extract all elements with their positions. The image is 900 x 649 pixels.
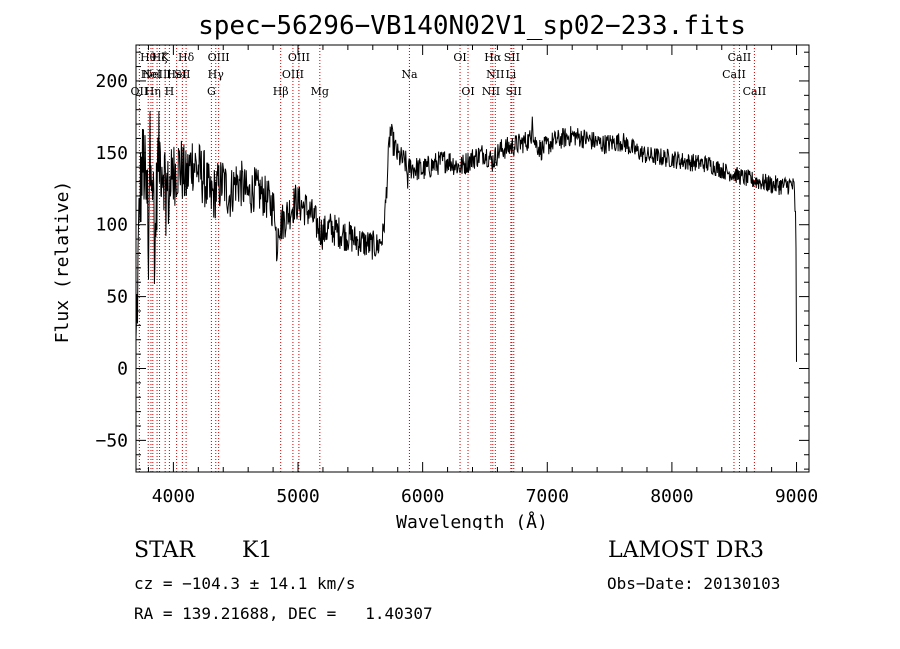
spectral-line-label: SII [506,85,522,98]
spectral-line-label: Hγ [208,68,225,81]
spectral-line-label: HeI [166,68,186,81]
spectral-line-label: OIII [282,68,304,81]
spectral-line-label: OI [453,51,466,64]
y-tick-label: 150 [95,143,128,164]
spectral-line-label: OIII [208,51,230,64]
spectral-line-label: Hβ [273,85,289,98]
axis-ticks [136,45,809,472]
spectral-line-label: Hα [484,51,502,64]
spectral-line-label: H [165,85,175,98]
x-tick-label: 4000 [152,486,195,507]
plot-frame [135,44,810,473]
spectral-line-label: Hζ [152,51,168,64]
spectral-line-label: Hδ [178,51,195,64]
y-axis-label: Flux (relative) [52,181,73,344]
spectral-line-label: CaII [743,85,767,98]
spectral-line-label: HeI [141,68,161,81]
spectral-line-label: SII [174,68,190,81]
spectral-line-label: Hθ [140,51,157,64]
spectral-line-label: K [161,51,170,64]
spectrum-line [135,110,797,362]
spectral-line-label: NII [486,68,504,81]
survey-name: LAMOST DR3 [608,538,764,563]
observation-date: Obs−Date: 20130103 [607,574,781,593]
x-tick-label: 5000 [276,486,319,507]
spectral-line-label: CaII [722,68,746,81]
y-tick-label: 50 [106,287,128,308]
x-tick-label: 6000 [401,486,444,507]
y-tick-label: 100 [95,215,128,236]
x-tick-label: 7000 [526,486,569,507]
spectral-line-label: NeIII [142,68,171,81]
x-axis-label: Wavelength (Å) [396,511,548,530]
spectral-line-label: Hη [145,85,161,98]
spectral-line-label: G [207,85,216,98]
spectral-line-label: Li [505,68,516,81]
spectral-line-label: CaII [728,51,752,64]
y-tick-label: 200 [95,71,128,92]
x-tick-label: 9000 [775,486,818,507]
coordinates: RA = 139.21688, DEC = 1.40307 [134,604,433,623]
line-markers [138,45,755,472]
spectral-line-label: Mg [311,85,329,98]
x-tick-label: 8000 [650,486,693,507]
spectral-line-label: OIII [288,51,310,64]
spectral-line-label: OI [461,85,474,98]
chart-title: spec−56296−VB140N02V1_sp02−233.fits [198,11,746,41]
spectral-line-label: NII [482,85,500,98]
object-subclass: K1 [242,538,273,563]
y-tick-labels: −50 0 50 100 150 200 [95,71,128,451]
spectrum-chart: spec−56296−VB140N02V1_sp02−233.fits OIIH… [52,11,819,530]
line-labels: OIIHθHeIHηNeIIIHζKHHeISIIHδGHγOIIIHβOIII… [131,51,767,98]
spectral-line-label: SII [504,51,520,64]
spectral-line-label: OII [131,85,149,98]
x-tick-labels: 4000 5000 6000 7000 8000 9000 [152,486,819,507]
redshift-velocity: cz = −104.3 ± 14.1 km/s [134,574,356,593]
spectral-line-label: Na [401,68,418,81]
y-tick-label: −50 [95,430,128,451]
object-class: STAR [134,538,195,563]
y-tick-label: 0 [117,358,128,379]
